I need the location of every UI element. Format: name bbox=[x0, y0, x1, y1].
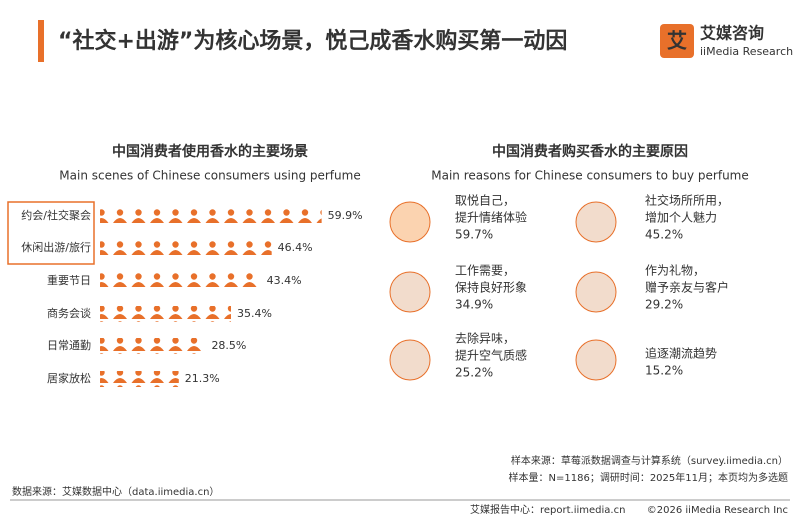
reason-label: 工作需要， bbox=[455, 264, 515, 278]
pictograph-bar bbox=[100, 208, 322, 224]
category-label: 日常通勤 bbox=[47, 339, 91, 352]
chart-title: 中国消费者购买香水的主要原因 bbox=[492, 143, 688, 160]
chart-subtitle: Main reasons for Chinese consumers to bu… bbox=[431, 169, 749, 183]
value-label: 59.9% bbox=[328, 209, 363, 222]
sample-source: 样本来源：草莓派数据调查与计算系统（survey.iimedia.cn） bbox=[511, 454, 788, 467]
report-center: 艾媒报告中心：report.iimedia.cn bbox=[470, 503, 625, 516]
title-accent bbox=[38, 20, 44, 62]
value-label: 21.3% bbox=[185, 372, 220, 385]
chart-title: 中国消费者使用香水的主要场景 bbox=[112, 143, 308, 160]
value-label: 35.4% bbox=[237, 307, 272, 320]
icon bbox=[389, 201, 431, 243]
logo-glyph: 艾 bbox=[667, 29, 687, 53]
reason-label: 保持良好形象 bbox=[455, 280, 527, 295]
sample-size: 样本量：N=1186；调研时间：2025年11月；本页均为多选题 bbox=[509, 471, 788, 484]
value-label: 15.2% bbox=[645, 364, 683, 378]
value-label: 45.2% bbox=[645, 228, 683, 242]
reason-label: 取悦自己， bbox=[455, 194, 515, 208]
logo-en: iiMedia Research bbox=[700, 45, 793, 58]
icon bbox=[389, 339, 431, 381]
reason-label: 提升情绪体验 bbox=[455, 210, 527, 225]
reason-label: 社交场所所用， bbox=[645, 193, 729, 208]
pictograph-bar bbox=[100, 371, 179, 387]
reason-label: 提升空气质感 bbox=[455, 348, 527, 363]
highlight-box bbox=[7, 201, 95, 265]
category-label: 休闲出游/旅行 bbox=[21, 240, 91, 254]
pictograph-bar bbox=[100, 240, 272, 256]
reason-label: 追逐潮流趋势 bbox=[645, 346, 717, 361]
reason-label: 去除异味， bbox=[455, 331, 515, 346]
category-label: 商务会谈 bbox=[47, 306, 91, 320]
copyright: ©2026 iiMedia Research Inc bbox=[647, 505, 788, 516]
icon bbox=[389, 271, 431, 313]
pictograph-bar bbox=[100, 338, 206, 354]
value-label: 46.4% bbox=[278, 241, 313, 254]
logo: 艾媒咨询 bbox=[700, 24, 764, 43]
value-label: 59.7% bbox=[455, 228, 493, 242]
value-label: 25.2% bbox=[455, 366, 493, 380]
icon bbox=[575, 201, 617, 243]
chart-subtitle: Main scenes of Chinese consumers using p… bbox=[59, 169, 360, 183]
category-label: 约会/社交聚会 bbox=[21, 208, 91, 222]
icon bbox=[575, 271, 617, 313]
page-title: “社交+出游”为核心场景，悦己成香水购买第一动因 bbox=[58, 28, 567, 54]
value-label: 34.9% bbox=[455, 298, 493, 312]
category-label: 居家放松 bbox=[47, 371, 91, 385]
logo-mark bbox=[660, 24, 694, 58]
value-label: 29.2% bbox=[645, 298, 683, 312]
reason-label: 增加个人魅力 bbox=[645, 210, 717, 225]
pictograph-bar bbox=[100, 273, 261, 289]
reason-label: 作为礼物， bbox=[645, 263, 705, 278]
source: 数据来源：艾媒数据中心（data.iimedia.cn） bbox=[12, 485, 219, 498]
icon bbox=[575, 339, 617, 381]
value-label: 28.5% bbox=[211, 339, 246, 352]
pictograph-bar bbox=[100, 306, 231, 322]
category-label: 重要节日 bbox=[47, 273, 91, 287]
reason-label: 赠予亲友与客户 bbox=[645, 280, 729, 295]
value-label: 43.4% bbox=[267, 274, 302, 287]
